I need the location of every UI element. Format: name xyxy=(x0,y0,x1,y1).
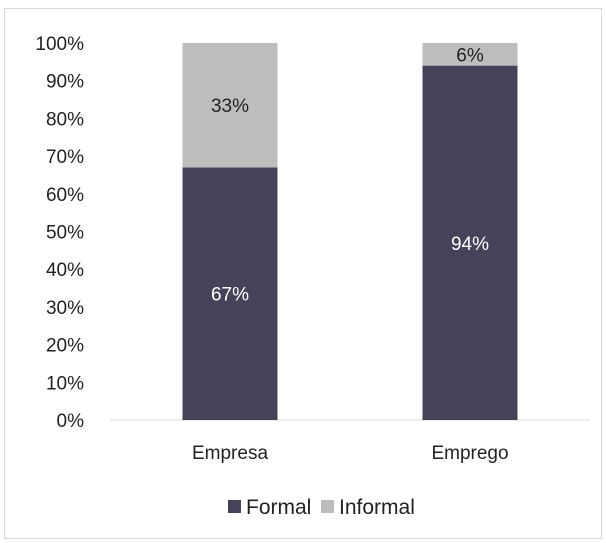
y-axis-labels: 0% 10% 20% 30% 40% 50% 60% 70% 80% 90% 100% xyxy=(35,34,84,432)
bar-formal-emprego xyxy=(422,65,518,421)
y-tick-label: 10% xyxy=(46,373,84,394)
y-tick-label: 60% xyxy=(46,185,84,206)
category-label: Empresa xyxy=(192,443,268,464)
category-labels: Empresa Emprego xyxy=(192,443,509,464)
legend-label-informal: Informal xyxy=(339,496,415,519)
bar-informal-empresa xyxy=(182,43,278,168)
y-tick-label: 30% xyxy=(46,298,84,319)
data-label: 6% xyxy=(456,45,484,66)
y-tick-label: 0% xyxy=(57,411,85,432)
bar-informal-emprego xyxy=(422,43,518,66)
data-label: 33% xyxy=(211,96,249,117)
y-tick-label: 100% xyxy=(35,34,84,55)
y-tick-label: 40% xyxy=(46,260,84,281)
bar-formal-empresa xyxy=(182,167,278,420)
y-tick-label: 80% xyxy=(46,109,84,130)
data-label: 67% xyxy=(211,285,249,306)
y-tick-label: 50% xyxy=(46,223,84,244)
legend-swatch-formal xyxy=(228,500,241,513)
y-tick-label: 20% xyxy=(46,336,84,357)
y-tick-label: 70% xyxy=(46,147,84,168)
category-label: Emprego xyxy=(431,443,508,464)
bars xyxy=(182,43,518,421)
legend-label-formal: Formal xyxy=(246,496,311,519)
y-tick-label: 90% xyxy=(46,72,84,93)
legend: Formal Informal xyxy=(228,496,415,519)
data-label: 94% xyxy=(451,234,489,255)
data-labels: 67% 33% 94% 6% xyxy=(211,45,489,305)
legend-swatch-informal xyxy=(321,500,334,513)
